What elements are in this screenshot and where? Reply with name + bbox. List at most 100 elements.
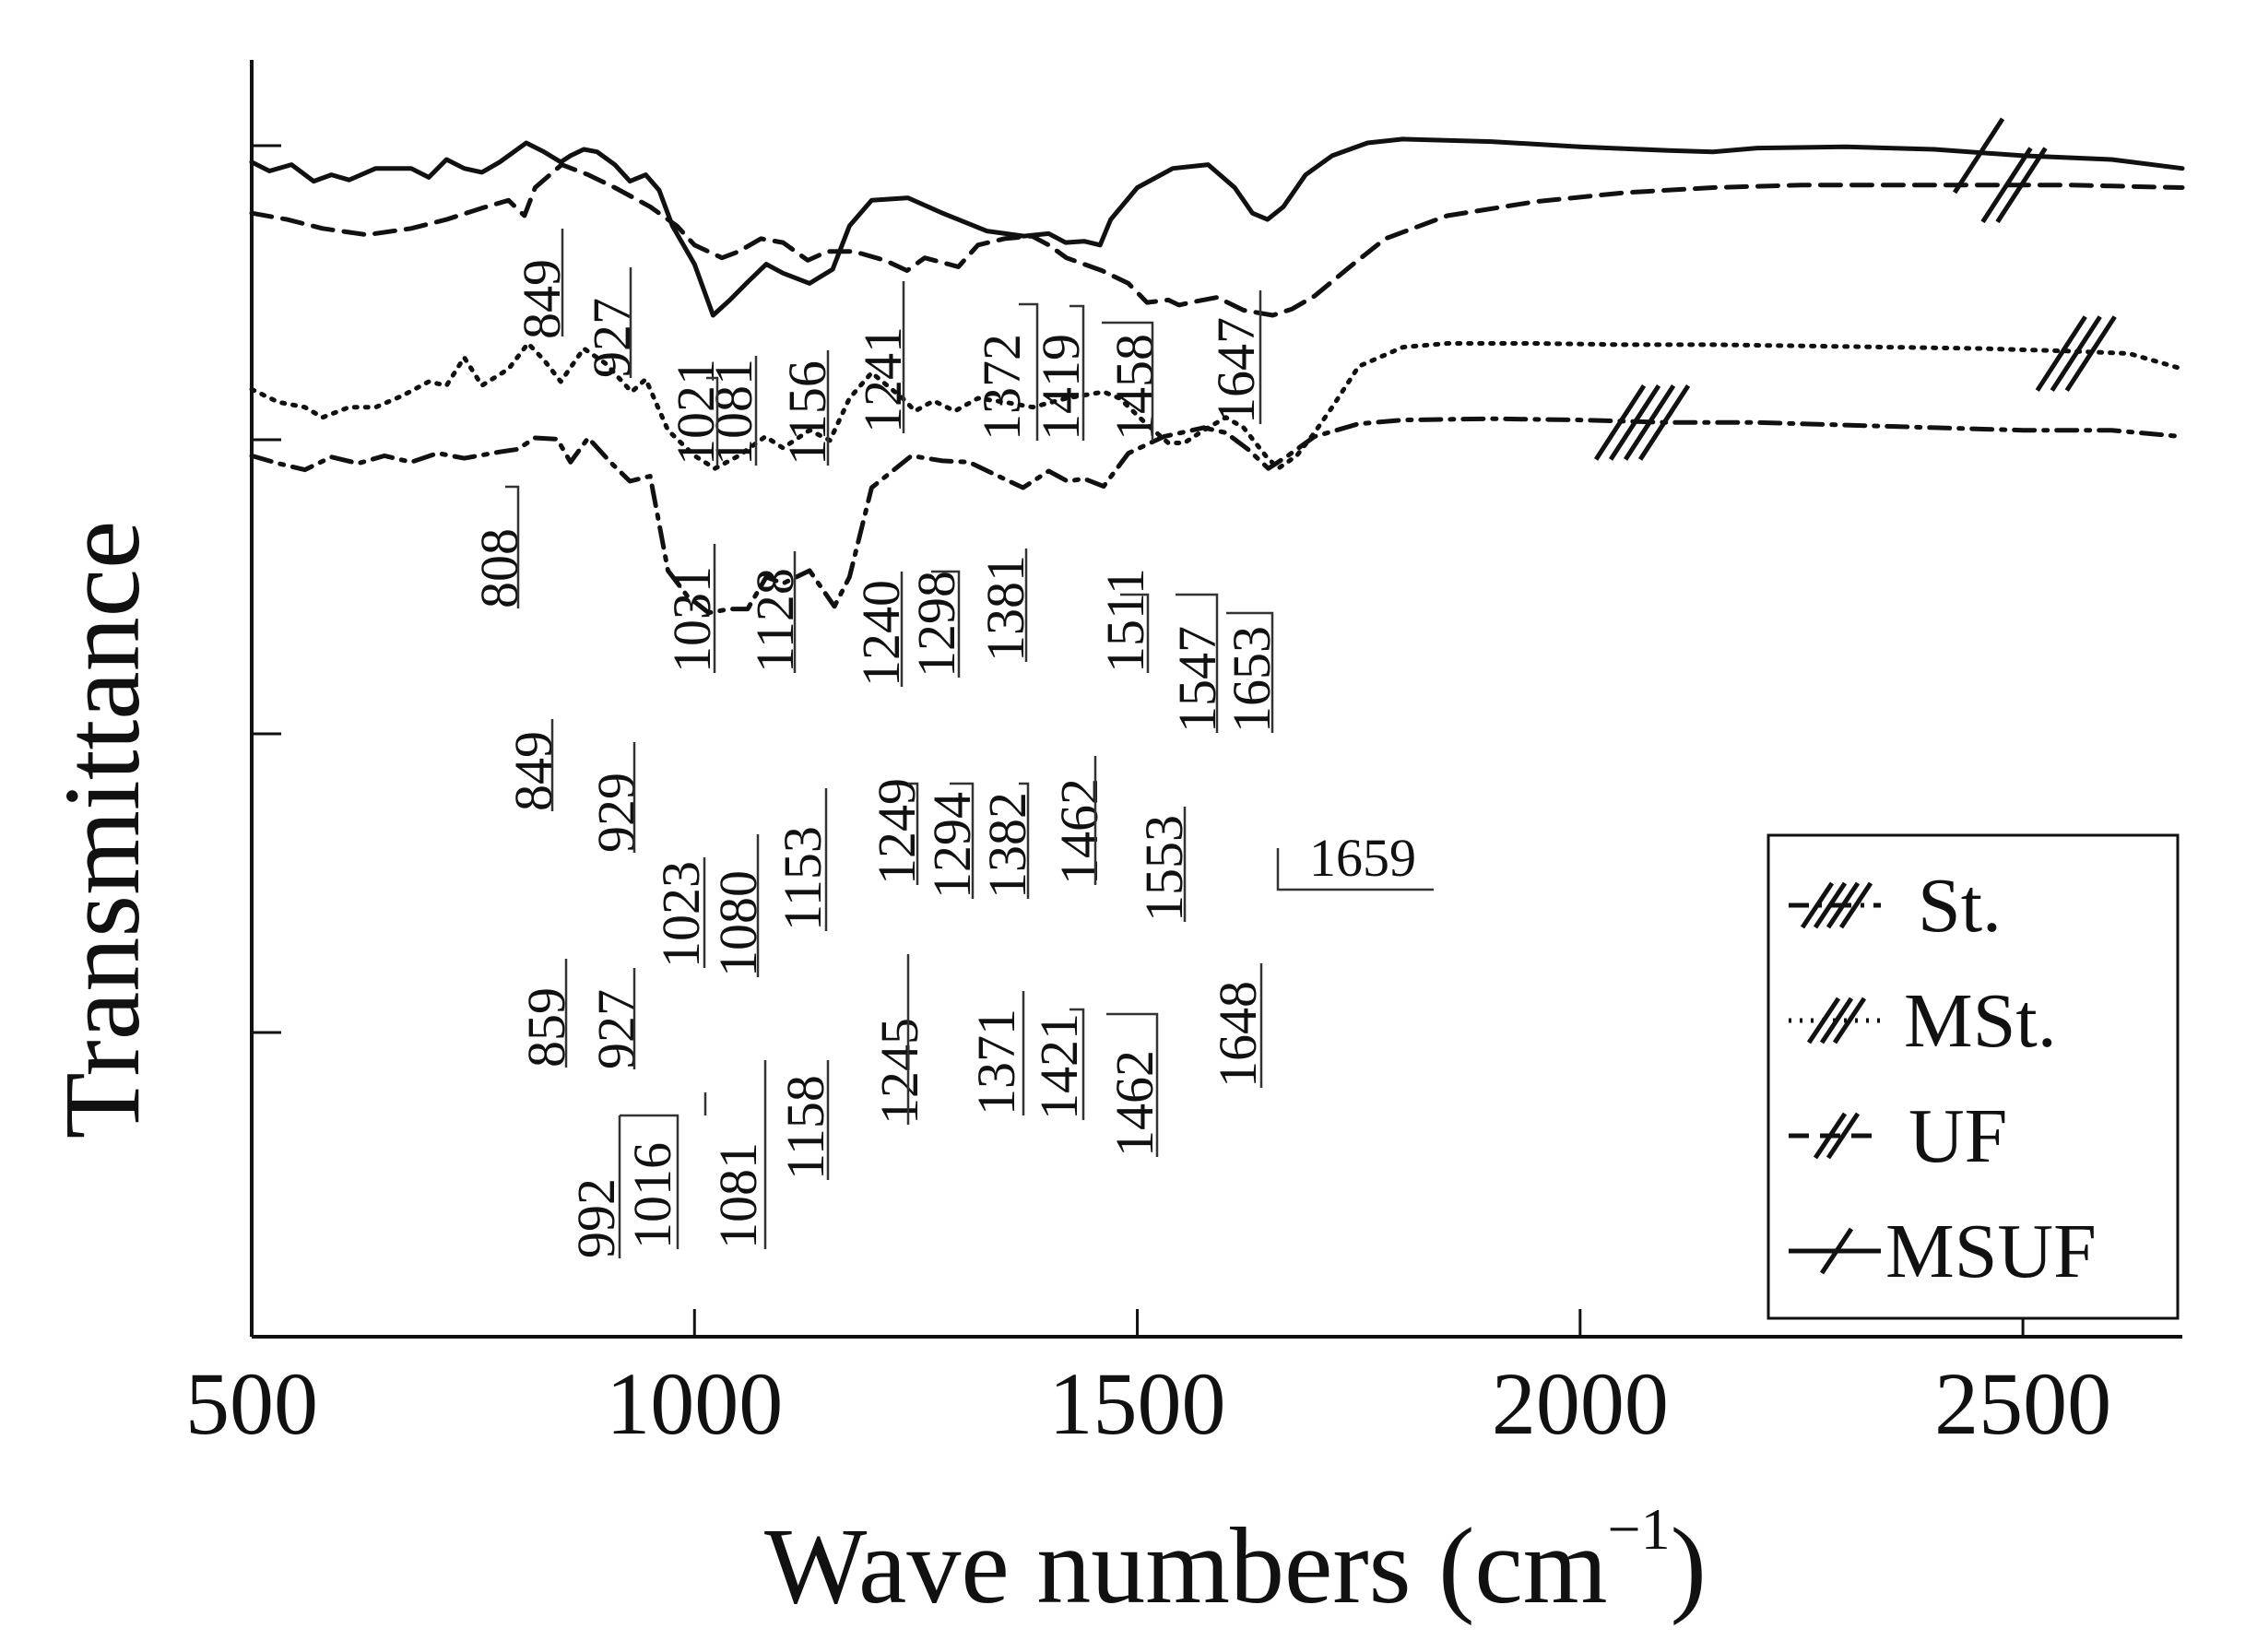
- legend-marker-st: [1789, 881, 1881, 929]
- peak-leader: [1102, 321, 1154, 441]
- peak-leader: [1019, 782, 1030, 899]
- peak-leader: [1069, 304, 1085, 441]
- series-line-uf: [249, 162, 2185, 318]
- peak-label: 1081: [703, 359, 763, 466]
- x-axis-title: Wave numbers (cm−1): [764, 1496, 1707, 1626]
- peak-leader: [908, 782, 919, 885]
- peak-label: 1158: [775, 1075, 835, 1180]
- spectra-curves: [249, 136, 2185, 616]
- legend-break-mark: [1800, 881, 1835, 929]
- peak-label: 1462: [1105, 1050, 1164, 1157]
- peak-label: 1153: [773, 826, 833, 931]
- peak-leader: [931, 570, 961, 678]
- peak-label: 849: [503, 731, 563, 811]
- x-tick-label: 2500: [1934, 1354, 2111, 1453]
- peak-labels-uf: 808 1031 1128 1240 1298 1381 1511 1547 1…: [469, 485, 1282, 733]
- peak-label: 1419: [1031, 334, 1091, 441]
- axis-break-marks: [1593, 117, 2117, 461]
- legend-break-mark: [1826, 1112, 1861, 1160]
- peak-leader: [1276, 848, 1434, 891]
- legend-break-mark: [1819, 1227, 1854, 1275]
- peak-label: 1245: [869, 1018, 929, 1125]
- legend-label-mst: MSt.: [1904, 978, 2057, 1064]
- legend-entry-mst: MSt.: [1789, 978, 2057, 1064]
- peak-leader: [1120, 593, 1150, 673]
- peak-label: 808: [469, 528, 529, 608]
- peak-label: 1511: [1095, 568, 1155, 673]
- peak-label: 1023: [651, 861, 711, 968]
- peak-label: 1659: [1309, 828, 1416, 888]
- x-axis-title-close: ): [1671, 1505, 1707, 1626]
- x-tick-label: 500: [185, 1354, 318, 1453]
- x-tick-label: 1500: [1049, 1354, 1226, 1453]
- legend-entry-st: St.: [1789, 863, 2002, 949]
- legend-break-mark: [1838, 881, 1873, 929]
- peak-leader: [1019, 302, 1039, 441]
- legend-break-mark: [1826, 881, 1861, 929]
- legend-break-mark: [1813, 881, 1848, 929]
- break-mark-msuf: [1952, 117, 2005, 195]
- legend: St. MSt. UF MSUF: [1767, 833, 2180, 1320]
- peak-leader: [1106, 1012, 1159, 1157]
- peak-label: 1372: [972, 334, 1032, 441]
- legend-label-msuf: MSUF: [1885, 1209, 2097, 1294]
- legend-break-mark: [1832, 997, 1867, 1044]
- peak-label: 1648: [1208, 981, 1268, 1088]
- peak-label: 1462: [1049, 778, 1109, 885]
- x-axis-title-main: Wave numbers (cm: [764, 1505, 1608, 1626]
- break-mark-st: [1593, 384, 1647, 461]
- peak-leader: [505, 485, 520, 608]
- peak-leader: [1226, 611, 1274, 733]
- break-mark-mst: [2035, 315, 2087, 392]
- peak-leader: [706, 376, 719, 466]
- legend-break-mark: [1819, 997, 1854, 1044]
- break-mark-uf: [1995, 147, 2048, 224]
- legend-marker-mst: [1789, 997, 1881, 1044]
- peak-labels: 849 927 1021 1081 1156 1241 1372 1419 14…: [469, 229, 1434, 1258]
- x-tick-label: 1000: [606, 1354, 783, 1453]
- legend-break-mark: [1806, 997, 1841, 1044]
- peak-label: 1298: [906, 571, 966, 678]
- peak-label: 927: [582, 298, 642, 378]
- peak-labels-st: 859 927 992 1016 1081 1158 1245 1371 142…: [516, 954, 1268, 1258]
- break-mark-mst: [2064, 315, 2117, 392]
- break-mark-uf: [1980, 147, 2033, 224]
- y-axis-title: Transmittance: [41, 521, 162, 1139]
- peak-label: 1081: [708, 1142, 768, 1249]
- x-tick-label: 2000: [1492, 1354, 1669, 1453]
- peak-leader: [950, 782, 975, 899]
- peak-leader: [620, 1114, 679, 1249]
- peak-leader: [1176, 593, 1219, 733]
- peak-label: 1031: [662, 566, 722, 673]
- peak-label: 1421: [1029, 1013, 1089, 1120]
- peak-label: 1647: [1206, 317, 1266, 424]
- x-ticks: 500 1000 1500 2000 2500: [185, 1309, 2111, 1453]
- legend-break-mark: [1813, 1112, 1848, 1160]
- peak-label: 927: [586, 989, 646, 1069]
- break-mark-st: [1637, 384, 1691, 461]
- peak-labels-msuf: 849 927 1021 1081 1156 1241 1372 1419 14…: [512, 229, 1266, 466]
- peak-leader: [1069, 1008, 1085, 1120]
- peak-label: 1458: [1105, 334, 1164, 441]
- legend-label-st: St.: [1918, 863, 2002, 949]
- series-line-st: [249, 416, 2185, 616]
- peak-label: 1371: [966, 1009, 1026, 1115]
- series-line-mst: [249, 341, 2185, 471]
- peak-label: 1021: [666, 359, 726, 466]
- legend-marker-uf: [1789, 1112, 1881, 1160]
- peak-label: 992: [566, 1178, 626, 1258]
- x-axis-title-exponent: −1: [1608, 1496, 1671, 1562]
- legend-entry-msuf: MSUF: [1789, 1209, 2097, 1294]
- peak-label: 929: [586, 773, 646, 853]
- series-line-msuf: [249, 136, 2185, 318]
- legend-marker-msuf: [1789, 1227, 1881, 1275]
- axes: [250, 60, 2182, 1339]
- legend-entry-uf: UF: [1789, 1093, 2007, 1179]
- legend-label-uf: UF: [1908, 1093, 2007, 1179]
- break-mark-mst: [2050, 315, 2102, 392]
- break-mark-st: [1608, 384, 1661, 461]
- break-mark-st: [1623, 384, 1676, 461]
- peak-label: 1016: [622, 1142, 682, 1249]
- peak-labels-mst: 849 929 1023 1080 1153 1249 1294 1382 14…: [503, 719, 1434, 977]
